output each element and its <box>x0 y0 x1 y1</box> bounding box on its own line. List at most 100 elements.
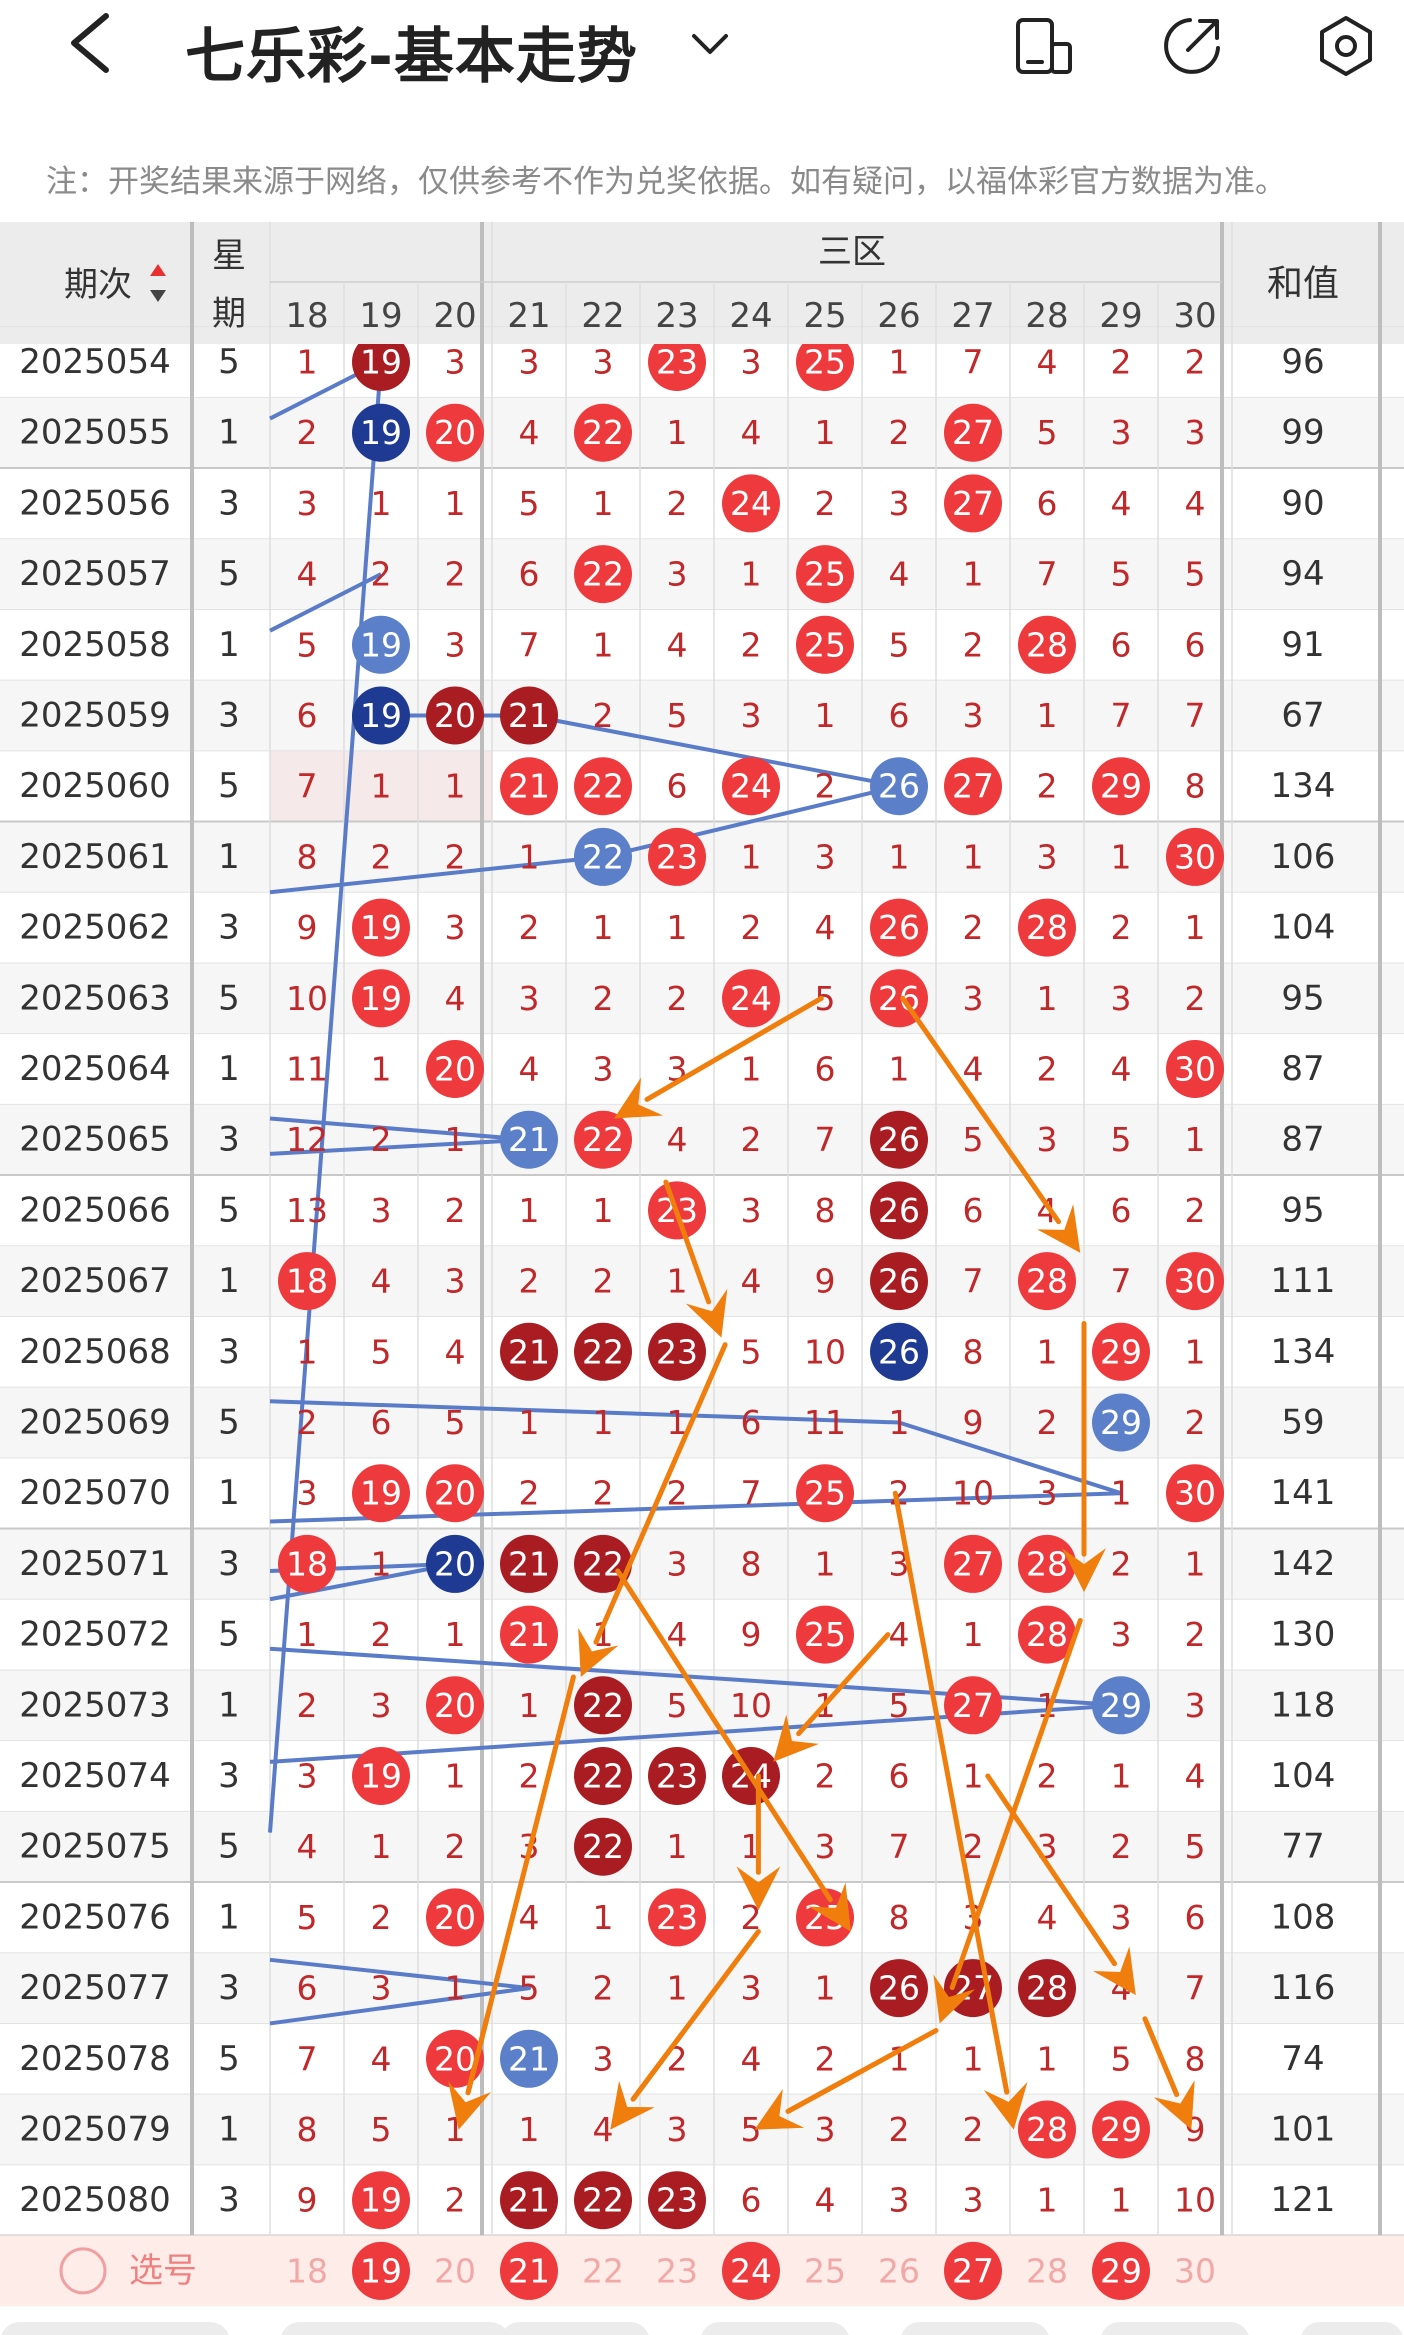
bottom-bar-button[interactable] <box>280 2322 510 2335</box>
chevron-down-icon[interactable] <box>688 22 732 66</box>
table-row[interactable]: 2025065 3 12 2 1 21 22 4 2 7 26 5 3 5 1 87 <box>19 1110 1325 1169</box>
miss-count: 1 <box>667 908 688 947</box>
miss-count: 2 <box>519 908 540 947</box>
table-row[interactable]: 20250665133211233826646295 <box>19 1181 1325 1240</box>
miss-count: 6 <box>1037 484 1058 523</box>
settings-icon[interactable] <box>1314 14 1378 78</box>
phone-layout-icon[interactable] <box>1012 14 1076 78</box>
miss-count: 1 <box>667 1969 688 2008</box>
table-row[interactable]: 2025079 1 8 5 1 1 4 3 5 3 2 2 28 29 9 101 <box>19 2100 1336 2159</box>
miss-count: 6 <box>297 696 318 735</box>
miss-count: 1 <box>593 1898 614 1937</box>
ball-number: 19 <box>360 908 402 947</box>
table-row[interactable]: 2025080 3 9 19 2 21 22 23 6 4 3 3 1 1 10 121 <box>19 2171 1335 2230</box>
ball-number: 21 <box>508 1544 550 1583</box>
table-row[interactable]: 2025058 1 5 19 3 7 1 4 2 25 5 2 28 6 6 91 <box>19 615 1325 674</box>
column-separator <box>190 222 194 2270</box>
miss-count: 1 <box>1111 1757 1132 1796</box>
sum-cell: 134 <box>1271 766 1336 806</box>
period-cell: 2025076 <box>19 1897 170 1937</box>
orange-arrow-shaft <box>465 2010 491 2096</box>
miss-count: 5 <box>519 1969 540 2008</box>
bottom-bar-button[interactable] <box>0 2322 230 2335</box>
table-row[interactable]: 2025064 1 11 1 20 4 3 3 1 6 1 4 2 4 30 87 <box>19 1040 1325 1098</box>
miss-count: 3 <box>741 1191 762 1230</box>
miss-count: 5 <box>889 1686 910 1725</box>
table-row[interactable]: 2025078 5 7 4 20 21 3 2 4 2 1 1 1 5 8 74 <box>19 2029 1325 2088</box>
number-ball <box>1092 1322 1150 1381</box>
number-ball <box>1092 757 1150 816</box>
period-cell: 2025059 <box>19 696 170 736</box>
table-row[interactable]: 20250731232012251015271293118 <box>19 1676 1335 1735</box>
table-row[interactable]: 2025062 3 9 19 3 2 1 1 2 4 26 2 28 2 1 104 <box>19 898 1335 957</box>
table-row[interactable]: 2025072 5 1 2 1 21 1 4 9 25 4 1 28 3 2 130 <box>19 1605 1335 1664</box>
bottom-bar-button[interactable] <box>1300 2322 1404 2335</box>
select-ball-number: 27 <box>952 2251 994 2290</box>
sort-up-icon[interactable] <box>150 264 166 276</box>
table-row[interactable]: 2025071 3 18 1 20 21 22 3 8 1 3 27 28 2 1 142 <box>19 1534 1335 1593</box>
orange-arrow-shaft <box>985 1773 1118 1967</box>
miss-count: 1 <box>667 413 688 452</box>
table-row[interactable]: 2025060 5 7 1 1 21 22 6 24 2 26 27 2 29 8 134 <box>19 757 1336 816</box>
number-ball <box>944 1676 1002 1735</box>
sort-down-icon[interactable] <box>150 290 166 302</box>
table-row[interactable]: 2025056 3 3 1 1 5 1 2 24 2 3 27 6 4 4 90 <box>19 474 1325 533</box>
miss-count: 1 <box>815 1969 836 2008</box>
miss-count: 6 <box>667 767 688 806</box>
miss-count: 1 <box>445 767 466 806</box>
table-row[interactable]: 2025054 5 1 19 3 3 3 23 3 25 1 7 4 2 2 96 <box>19 333 1325 391</box>
table-row[interactable]: 2025061 1 8 2 2 1 22 23 1 3 1 1 3 1 30 106 <box>19 827 1335 886</box>
table-row[interactable]: 2025068 3 1 5 4 21 22 23 5 10 26 8 1 29 1 134 <box>19 1322 1335 1381</box>
orange-arrow-head <box>1092 1946 1136 1996</box>
table-row[interactable]: 2025059 3 6 19 20 21 2 5 3 1 6 3 1 7 7 67 <box>19 686 1325 745</box>
select-ball-selected[interactable] <box>352 2241 410 2300</box>
table-row[interactable]: 2025055 1 2 19 20 4 22 1 4 1 2 27 5 3 3 99 <box>19 403 1325 462</box>
sum-cell: 95 <box>1281 1190 1324 1230</box>
share-icon[interactable] <box>1160 14 1224 78</box>
ball-number: 21 <box>508 1615 550 1654</box>
miss-count: 1 <box>667 1827 688 1866</box>
number-ball <box>426 1676 484 1735</box>
select-ball-selected[interactable] <box>500 2241 558 2300</box>
miss-count: 2 <box>1037 1403 1058 1442</box>
miss-count: 7 <box>1111 696 1132 735</box>
miss-count: 7 <box>889 1827 910 1866</box>
miss-count: 6 <box>889 696 910 735</box>
number-ball <box>500 1605 558 1664</box>
page-title[interactable]: 七乐彩-基本走势 <box>185 22 638 92</box>
table-row[interactable]: 2025057 5 4 2 2 6 22 3 1 25 4 1 7 5 5 94 <box>19 545 1325 604</box>
select-ball-selected[interactable] <box>1092 2241 1150 2300</box>
number-ball <box>574 1534 632 1593</box>
bottom-bar-button[interactable] <box>700 2322 850 2335</box>
column-separator <box>1220 222 1224 2270</box>
ball-number: 22 <box>582 1332 624 1371</box>
miss-count: 3 <box>1037 1120 1058 1159</box>
ball-number: 25 <box>804 1474 846 1513</box>
table-row[interactable]: 2025069 5 2 6 5 1 1 1 6 11 1 9 2 29 2 59 <box>19 1393 1325 1452</box>
table-row[interactable]: 2025070 1 3 19 20 2 2 2 7 25 2 10 3 1 30 141 <box>19 1464 1335 1523</box>
number-ball <box>870 1110 928 1169</box>
miss-count: 7 <box>1185 1969 1206 2008</box>
miss-count: 2 <box>1185 343 1206 382</box>
miss-count: 2 <box>297 413 318 452</box>
table-row[interactable]: 2025067 1 18 4 3 2 2 1 4 9 26 7 28 7 30 111 <box>19 1252 1335 1311</box>
select-radio-icon[interactable] <box>59 2247 107 2295</box>
miss-count: 2 <box>963 1827 984 1866</box>
bottom-bar-button[interactable] <box>900 2322 1050 2335</box>
miss-count: 7 <box>963 1262 984 1301</box>
select-ball-selected[interactable] <box>722 2241 780 2300</box>
number-ball <box>574 2171 632 2230</box>
miss-count: 2 <box>741 1898 762 1937</box>
back-arrow-icon[interactable] <box>62 8 122 78</box>
select-ball-selected[interactable] <box>944 2241 1002 2300</box>
bottom-bar-button[interactable] <box>500 2322 650 2335</box>
table-row[interactable]: 2025074331912222324261214104 <box>19 1747 1335 1805</box>
bottom-bar-button[interactable] <box>1100 2322 1250 2335</box>
table-row[interactable]: 202507615220412322583436108 <box>19 1888 1335 1947</box>
sum-cell: 101 <box>1271 2110 1336 2150</box>
orange-arrow-shaft <box>644 995 824 1102</box>
miss-count: 6 <box>815 1050 836 1089</box>
table-row[interactable]: 202507554123221137232577 <box>19 1817 1325 1876</box>
select-ball-number: 29 <box>1100 2251 1142 2290</box>
miss-count: 1 <box>445 1757 466 1796</box>
